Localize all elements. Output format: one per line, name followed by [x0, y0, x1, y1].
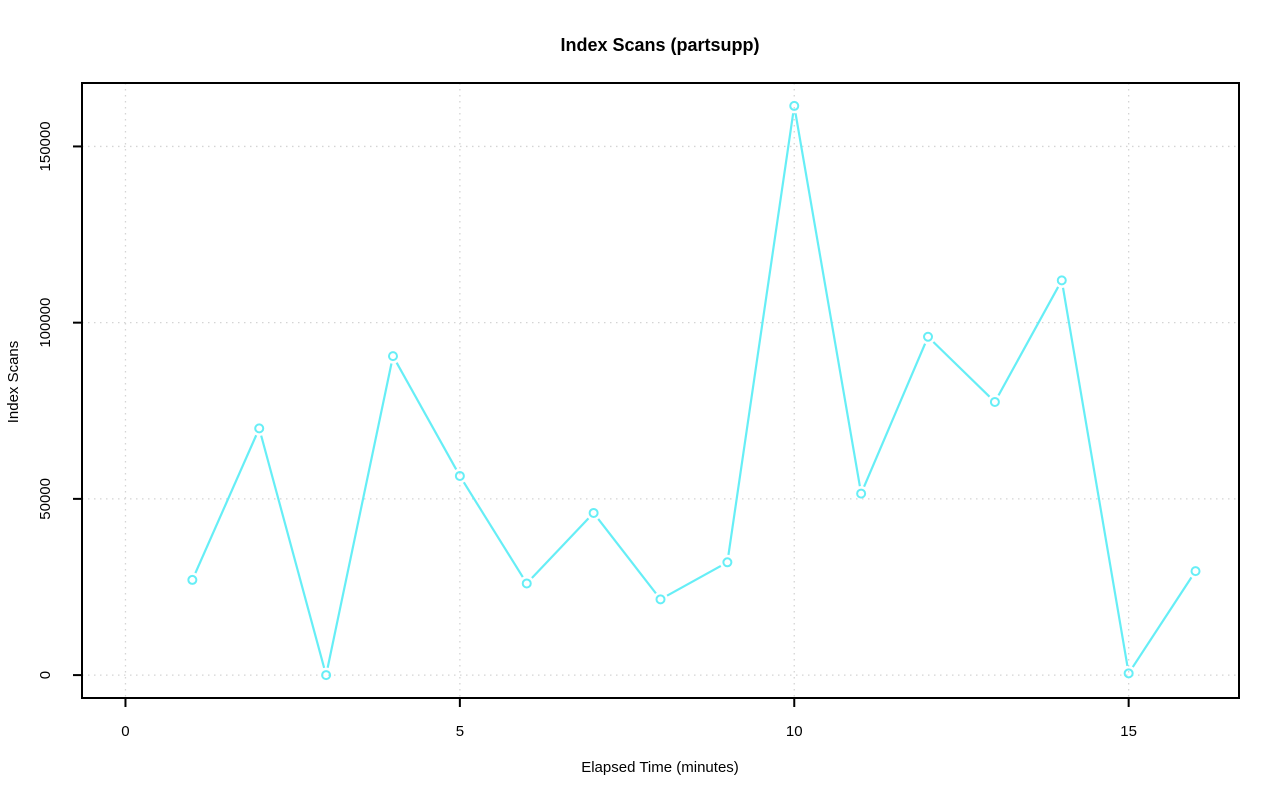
- data-point: [521, 578, 532, 589]
- data-point: [722, 557, 733, 568]
- data-point: [187, 574, 198, 585]
- data-point: [923, 331, 934, 342]
- data-point: [1190, 566, 1201, 577]
- x-axis-label: Elapsed Time (minutes): [581, 759, 739, 776]
- series-line-segment: [531, 517, 590, 579]
- data-point: [655, 594, 666, 605]
- x-tick-label: 0: [121, 723, 129, 740]
- series-line-segment: [1061, 287, 1129, 667]
- series-line-segment: [727, 113, 795, 556]
- y-tick-label: 0: [37, 671, 54, 679]
- series-line-segment: [666, 564, 722, 597]
- data-point: [1123, 668, 1134, 679]
- series-line-segment: [932, 341, 991, 398]
- plot-box: [81, 82, 1240, 699]
- series-line-segment: [326, 363, 393, 668]
- x-tick-label: 10: [786, 723, 803, 740]
- y-tick-label: 150000: [37, 121, 54, 171]
- series-line-segment: [597, 518, 657, 595]
- data-point: [321, 670, 332, 681]
- series-line-segment: [997, 286, 1060, 396]
- series-line-segment: [260, 435, 326, 669]
- data-point: [856, 488, 867, 499]
- data-point: [1056, 275, 1067, 286]
- data-point: [789, 100, 800, 111]
- x-tick-label: 15: [1120, 723, 1137, 740]
- y-tick-label: 100000: [37, 298, 54, 348]
- series-line-segment: [462, 481, 524, 578]
- series-line-segment: [194, 434, 258, 574]
- data-point: [387, 351, 398, 362]
- y-tick-label: 50000: [37, 478, 54, 520]
- series-line-segment: [1131, 576, 1193, 668]
- series-line-segment: [863, 343, 927, 488]
- data-point: [588, 507, 599, 518]
- chart-title: Index Scans (partsupp): [560, 35, 759, 55]
- data-point: [454, 470, 465, 481]
- series-line-segment: [794, 113, 861, 487]
- data-point: [254, 423, 265, 434]
- y-axis-label: Index Scans: [5, 341, 22, 424]
- series-line-segment: [395, 362, 458, 470]
- data-point: [989, 396, 1000, 407]
- plot-area: 0 5 10 15 0 50000 100000 150000: [37, 82, 1240, 740]
- x-tick-label: 5: [456, 723, 464, 740]
